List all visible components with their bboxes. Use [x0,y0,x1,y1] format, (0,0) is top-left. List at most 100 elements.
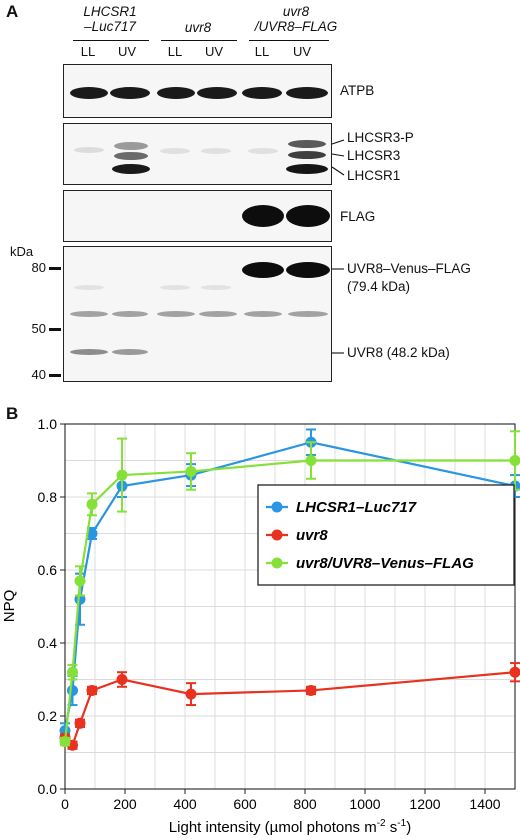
data-point [59,736,71,748]
x-axis-label-sup: -1 [397,818,406,829]
chart-grid [64,423,516,790]
series-line [63,459,515,742]
marker-unit-label: kDa [10,244,34,259]
y-tick-label: 0.8 [38,489,58,505]
blot-atpb [63,64,332,118]
blot-label-uvr8-venus-flag: UVR8–Venus–FLAG [347,261,471,276]
data-point [86,528,98,539]
data-point [116,674,128,685]
data-point [305,455,317,466]
npq-chart: 0.0 0.2 0.4 0.6 0.8 1.0 0 200 400 600 800 1000 1200… [1,416,520,836]
band [112,311,148,317]
band [242,87,282,99]
data-point [185,688,197,700]
band [70,87,108,99]
x-tick-label: 1400 [469,796,500,812]
band-pointer-lines [332,268,344,354]
blot-uvr8 [63,246,332,382]
x-axis-label-sup: -2 [377,818,386,829]
x-tick-label: 1000 [349,796,380,812]
band [160,285,190,290]
band [114,152,148,160]
band [286,205,330,227]
band [157,311,195,317]
marker-50: 50 [31,321,46,336]
blot-label-lhcsr1: LHCSR1 [347,168,401,183]
band [157,87,195,99]
lane-label: UV [117,44,137,59]
group-header-lhcsr1: LHCSR1 –Luc717 [70,4,150,34]
band [286,87,328,99]
band-pointer-lines [331,139,345,176]
data-point [86,498,98,510]
band [286,164,328,174]
legend-marker [271,501,283,513]
data-point [67,684,78,696]
group-header-line1: uvr8 [282,4,310,19]
band [242,205,284,227]
legend-marker [271,557,283,569]
y-tick-label: 0.2 [38,708,58,724]
group-header-line2: /UVR8–FLAG [254,19,338,34]
x-tick-labels: 0 200 400 600 800 1000 1200 1400 [61,789,501,812]
group-header-uvr8-uvr8-flag: uvr8 /UVR8–FLAG [244,4,348,34]
band [112,349,148,355]
panel-a-letter: A [6,2,19,21]
legend-label: uvr8/UVR8–Venus–FLAG [296,555,474,572]
x-tick-label: 800 [293,796,317,812]
series-2 [59,430,520,748]
band [201,285,231,290]
band [74,147,104,153]
band [288,140,326,148]
x-tick-label: 200 [113,796,137,812]
blot-label-lhcsr3p: LHCSR3-P [347,130,414,145]
band [114,142,148,150]
band [197,87,237,99]
band [244,311,282,317]
group-underline [73,40,149,42]
marker-80: 80 [31,260,46,275]
data-point [86,684,98,696]
band [70,349,108,355]
blot-label-lhcsr3: LHCSR3 [347,148,401,163]
lane-label: LL [167,44,183,59]
band [201,148,231,154]
y-tick-label: 0.4 [38,635,58,651]
y-tick-label: 0.6 [38,562,58,578]
blot-label-uvr8-venus-flag-size: (79.4 kDa) [347,279,411,294]
data-point [185,465,197,477]
x-tick-label: 1200 [409,796,440,812]
band [199,311,237,317]
lane-label: LL [254,44,270,59]
blot-lhcsr [63,123,332,185]
data-point [509,666,520,678]
band [242,262,284,278]
chart-legend: LHCSR1–Luc717 uvr8 uvr8/UVR8–Venus–FLAG [257,484,515,586]
legend-label: LHCSR1–Luc717 [296,499,417,516]
group-underline [161,40,237,42]
marker-tick [49,267,61,270]
band [160,148,190,154]
legend-box [257,484,515,586]
band [74,285,104,290]
band [110,87,150,99]
blot-label-uvr8: UVR8 (48.2 kDa) [347,345,450,360]
group-header-line1: LHCSR1 [83,4,137,19]
chart-series [59,428,520,751]
band [288,311,328,317]
y-axis-label: NPQ [1,590,18,623]
legend-label: uvr8 [296,527,328,544]
data-point [116,469,128,481]
band [70,311,108,317]
x-axis-label: Light intensity (µmol photons m-2 s-1) [169,818,411,836]
marker-tick [49,374,61,377]
y-tick-label: 0.0 [38,781,58,797]
lane-label: LL [80,44,96,59]
blot-label-atpb: ATPB [340,83,375,98]
group-underline [249,40,329,42]
group-header-uvr8: uvr8 [158,20,238,35]
x-axis-label-end: ) [406,819,411,836]
lane-label: UV [204,44,224,59]
data-point [509,455,520,466]
plot-frame [64,423,516,790]
